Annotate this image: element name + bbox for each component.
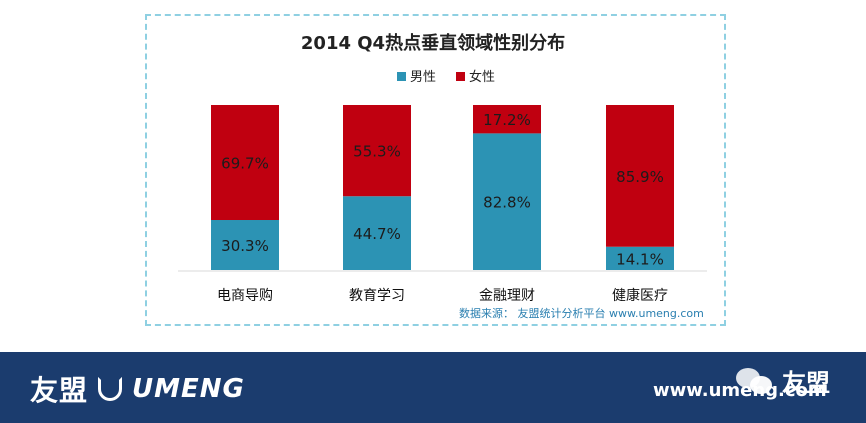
legend-label-1: 男性 xyxy=(410,70,436,85)
bar-1-female xyxy=(211,105,279,221)
legend-swatch-1 xyxy=(397,72,406,81)
wechat-account-badge: 友盟 xyxy=(736,363,830,398)
x-category-label-1: 电商导购 xyxy=(217,288,273,304)
x-category-label-2: 教育学习 xyxy=(349,288,405,304)
data-label-3-female: 17.2% xyxy=(483,111,531,129)
bar-4-male xyxy=(606,246,674,270)
data-label-2-female: 55.3% xyxy=(353,143,401,161)
bar-3-female xyxy=(473,105,541,134)
bar-4-female xyxy=(606,105,674,247)
legend-label-2: 女性 xyxy=(469,69,495,85)
data-label-2-male: 44.7% xyxy=(353,225,401,243)
umeng-logo-icon xyxy=(98,377,123,401)
wechat-icon xyxy=(736,366,774,396)
data-label-3-male: 82.8% xyxy=(483,194,531,212)
x-category-label-3: 金融理财 xyxy=(479,288,535,304)
chart-title: 2014 Q4热点垂直领域性别分布 xyxy=(301,32,565,54)
data-label-1-female: 69.7% xyxy=(221,155,269,173)
brand-logo: 友盟 UMENG xyxy=(30,372,245,407)
bar-2-male xyxy=(343,196,411,270)
bar-1-male xyxy=(211,220,279,270)
bar-3-male xyxy=(473,133,541,270)
source-note: 数据来源： 友盟统计分析平台 www.umeng.com xyxy=(459,307,704,320)
bar-2-female xyxy=(343,105,411,197)
brand-english-name: UMENG xyxy=(132,374,245,404)
wechat-account-name: 友盟 xyxy=(782,369,830,397)
brand-chinese-name: 友盟 xyxy=(30,374,89,407)
footer-url: www.umeng.com xyxy=(653,380,827,401)
footer-banner xyxy=(0,352,866,423)
legend-swatch-2 xyxy=(456,72,465,81)
data-label-1-male: 30.3% xyxy=(221,237,269,255)
data-label-4-male: 14.1% xyxy=(616,250,664,268)
data-label-4-female: 85.9% xyxy=(616,168,664,186)
wechat-bubble-right xyxy=(750,375,772,394)
x-category-label-4: 健康医疗 xyxy=(612,287,668,304)
